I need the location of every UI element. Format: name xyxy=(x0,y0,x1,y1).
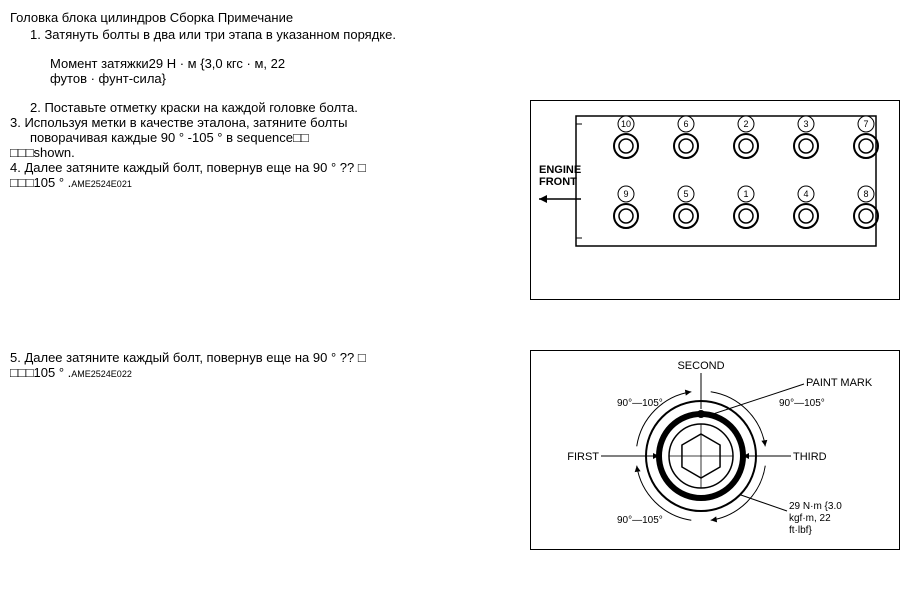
step-4-l2: □□□105 ° .AME2524E021 xyxy=(10,175,520,190)
page-title: Головка блока цилиндров Сборка Примечани… xyxy=(10,10,909,25)
svg-text:FIRST: FIRST xyxy=(567,451,599,463)
svg-text:SECOND: SECOND xyxy=(677,360,724,372)
svg-text:3: 3 xyxy=(803,119,808,129)
svg-text:ENGINE: ENGINE xyxy=(539,164,581,176)
svg-text:90°—105°: 90°—105° xyxy=(617,398,663,409)
rotation-diagram: SECOND PAINT MARK FIRST THIRD 90°—105° 90°—10… xyxy=(530,350,900,550)
svg-text:29 N·m {3.0: 29 N·m {3.0 xyxy=(789,501,842,512)
svg-text:6: 6 xyxy=(683,119,688,129)
step-3-l3: □□□shown. xyxy=(10,145,520,160)
svg-text:90°—105°: 90°—105° xyxy=(617,515,663,526)
svg-text:5: 5 xyxy=(683,189,688,199)
svg-text:7: 7 xyxy=(863,119,868,129)
step-2: 2. Поставьте отметку краски на каждой го… xyxy=(30,100,520,115)
step-1: 1. Затянуть болты в два или три этапа в … xyxy=(30,27,909,42)
svg-text:1: 1 xyxy=(743,189,748,199)
svg-text:9: 9 xyxy=(623,189,628,199)
step-5-l2: □□□105 ° .AME2524E022 xyxy=(10,365,520,380)
bolt-sequence-diagram: ENGINEFRONT 10 6 2 3 7 9 5 1 4 8 xyxy=(530,100,900,300)
svg-text:4: 4 xyxy=(803,189,808,199)
step-4-l1: 4. Далее затяните каждый болт, повернув … xyxy=(10,160,520,175)
svg-text:THIRD: THIRD xyxy=(793,451,827,463)
svg-text:8: 8 xyxy=(863,189,868,199)
step-3-l2: поворачивая каждые 90 ° -105 ° в sequenc… xyxy=(30,130,520,145)
step-3-l1: 3. Используя метки в качестве эталона, з… xyxy=(10,115,520,130)
svg-text:2: 2 xyxy=(743,119,748,129)
svg-text:kgf·m, 22: kgf·m, 22 xyxy=(789,513,831,524)
step-5-l1: 5. Далее затяните каждый болт, повернув … xyxy=(10,350,520,365)
torque-line2: футов · фунт-сила} xyxy=(50,71,909,86)
svg-text:90°—105°: 90°—105° xyxy=(779,398,825,409)
svg-text:10: 10 xyxy=(621,119,631,129)
svg-text:FRONT: FRONT xyxy=(539,176,577,188)
svg-text:PAINT MARK: PAINT MARK xyxy=(806,377,873,389)
svg-text:ft·lbf}: ft·lbf} xyxy=(789,525,812,536)
torque-line1: Момент затяжки29 Н · м {3,0 кгс · м, 22 xyxy=(50,56,909,71)
